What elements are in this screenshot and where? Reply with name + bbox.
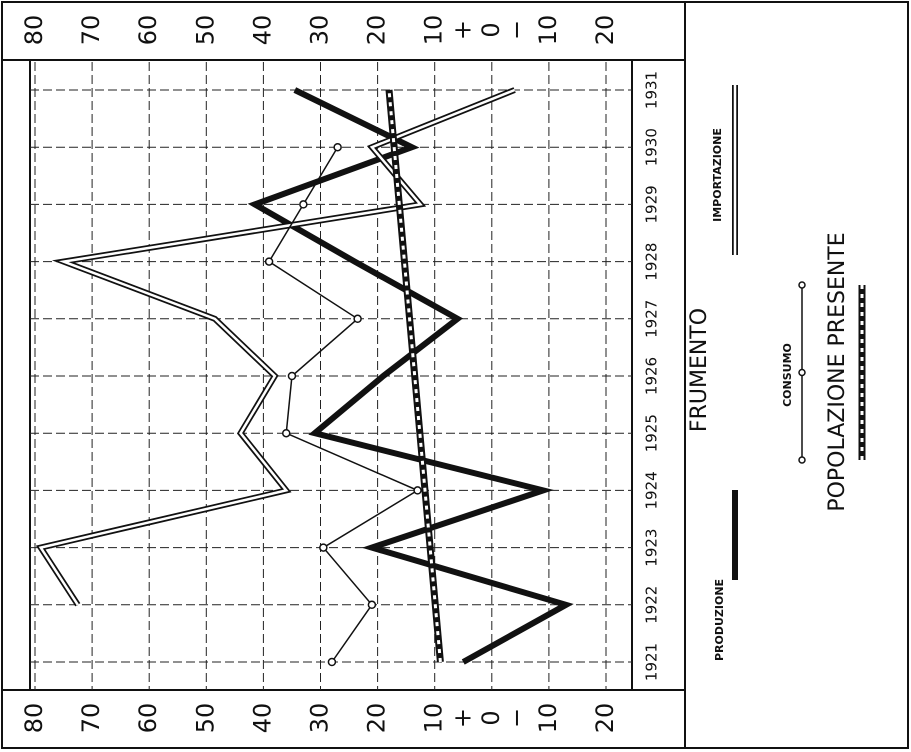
tick-label: 50: [191, 703, 219, 734]
tick-label: 20: [591, 703, 619, 734]
tick-label: 0: [477, 710, 505, 725]
tick-label: 50: [191, 15, 219, 46]
point: [299, 200, 308, 209]
point: [327, 657, 337, 667]
x-tick-label: 1929: [643, 185, 661, 223]
point: [319, 543, 328, 552]
series-line: [247, 87, 574, 665]
tick-label: 30: [306, 703, 334, 734]
tick-label: 40: [248, 15, 276, 46]
point: [264, 257, 274, 266]
tick-label: 70: [77, 703, 105, 734]
tick-label: 20: [363, 703, 391, 734]
legend-label: IMPORTAZIONE: [711, 128, 724, 222]
legend-label: PRODUZIONE: [713, 579, 726, 661]
point: [413, 486, 422, 495]
series-line: [35, 87, 516, 607]
sign-label: −: [502, 20, 530, 40]
tick-label: 10: [534, 15, 562, 46]
x-tick-label: 1922: [643, 586, 661, 624]
point: [367, 600, 377, 610]
tick-label: 80: [20, 15, 48, 46]
tick-label: 10: [534, 703, 562, 734]
series-line-inner: [38, 88, 516, 606]
tick-label: 0: [477, 22, 505, 37]
tick-label: 20: [591, 15, 619, 46]
point: [353, 314, 362, 324]
x-tick-label: 1926: [643, 357, 661, 395]
x-tick-label: 1930: [643, 128, 661, 166]
legend-label: POPOLAZIONE PRESENTE: [825, 232, 850, 511]
point: [333, 142, 342, 152]
x-tick-label: 1924: [643, 471, 661, 509]
tick-label: 70: [77, 15, 105, 46]
series-line: [268, 146, 420, 663]
tick-label: 40: [248, 703, 276, 734]
sign-label: +: [448, 20, 476, 40]
series-line-dash: [387, 89, 442, 663]
x-tick-label: 1921: [643, 643, 661, 681]
legend-label: CONSUMO: [781, 343, 794, 407]
tick-label: 80: [20, 703, 48, 734]
tick-label: 10: [420, 15, 448, 46]
x-tick-label: 1931: [643, 71, 661, 109]
x-tick-label: 1927: [643, 300, 661, 338]
point: [281, 428, 291, 438]
tick-label: 30: [306, 15, 334, 46]
x-tick-label: 1928: [643, 243, 661, 281]
x-tick-label: 1925: [643, 414, 661, 452]
tick-label: 60: [134, 703, 162, 734]
tick-label: 60: [134, 15, 162, 46]
chart-title: FRUMENTO: [687, 308, 712, 432]
point: [287, 371, 297, 381]
sign-label: −: [502, 708, 530, 728]
legend-point: [798, 368, 806, 377]
sign-label: +: [448, 708, 476, 728]
x-tick-label: 1923: [643, 529, 661, 567]
legend-point: [798, 456, 806, 464]
tick-label: 20: [363, 15, 391, 46]
legend-point: [798, 281, 806, 289]
tick-label: 10: [420, 703, 448, 734]
